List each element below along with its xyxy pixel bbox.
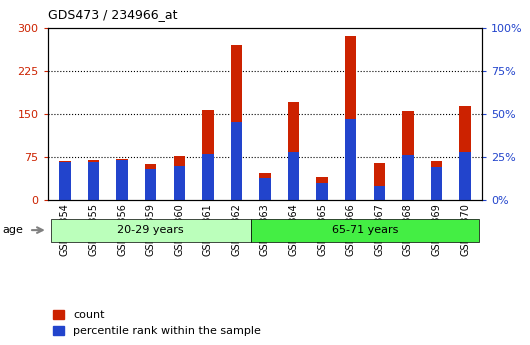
Bar xyxy=(316,177,328,200)
Bar xyxy=(402,155,414,200)
Bar xyxy=(345,119,357,200)
Bar xyxy=(231,45,242,200)
Bar xyxy=(116,159,128,200)
Bar xyxy=(345,36,357,200)
Text: age: age xyxy=(3,225,23,235)
Bar xyxy=(460,152,471,200)
Bar xyxy=(460,106,471,200)
Text: 20-29 years: 20-29 years xyxy=(117,225,184,235)
Bar xyxy=(202,154,214,200)
Bar xyxy=(59,162,70,200)
Bar xyxy=(259,172,271,200)
Bar xyxy=(116,160,128,200)
FancyBboxPatch shape xyxy=(251,219,480,242)
Bar xyxy=(202,110,214,200)
Bar xyxy=(173,156,185,200)
Bar xyxy=(402,111,414,200)
Bar xyxy=(59,161,70,200)
Bar xyxy=(431,167,442,200)
Bar xyxy=(145,169,156,200)
Bar xyxy=(316,183,328,200)
Bar xyxy=(374,186,385,200)
FancyBboxPatch shape xyxy=(50,219,251,242)
Bar xyxy=(288,102,299,200)
Legend: count, percentile rank within the sample: count, percentile rank within the sample xyxy=(53,309,261,336)
Bar xyxy=(431,161,442,200)
Bar xyxy=(173,166,185,200)
Text: GDS473 / 234966_at: GDS473 / 234966_at xyxy=(48,8,177,21)
Bar xyxy=(88,160,99,200)
Bar xyxy=(88,162,99,200)
Bar xyxy=(231,122,242,200)
Bar xyxy=(145,164,156,200)
Bar xyxy=(259,178,271,200)
Bar xyxy=(374,163,385,200)
Bar xyxy=(288,152,299,200)
Text: 65-71 years: 65-71 years xyxy=(332,225,398,235)
